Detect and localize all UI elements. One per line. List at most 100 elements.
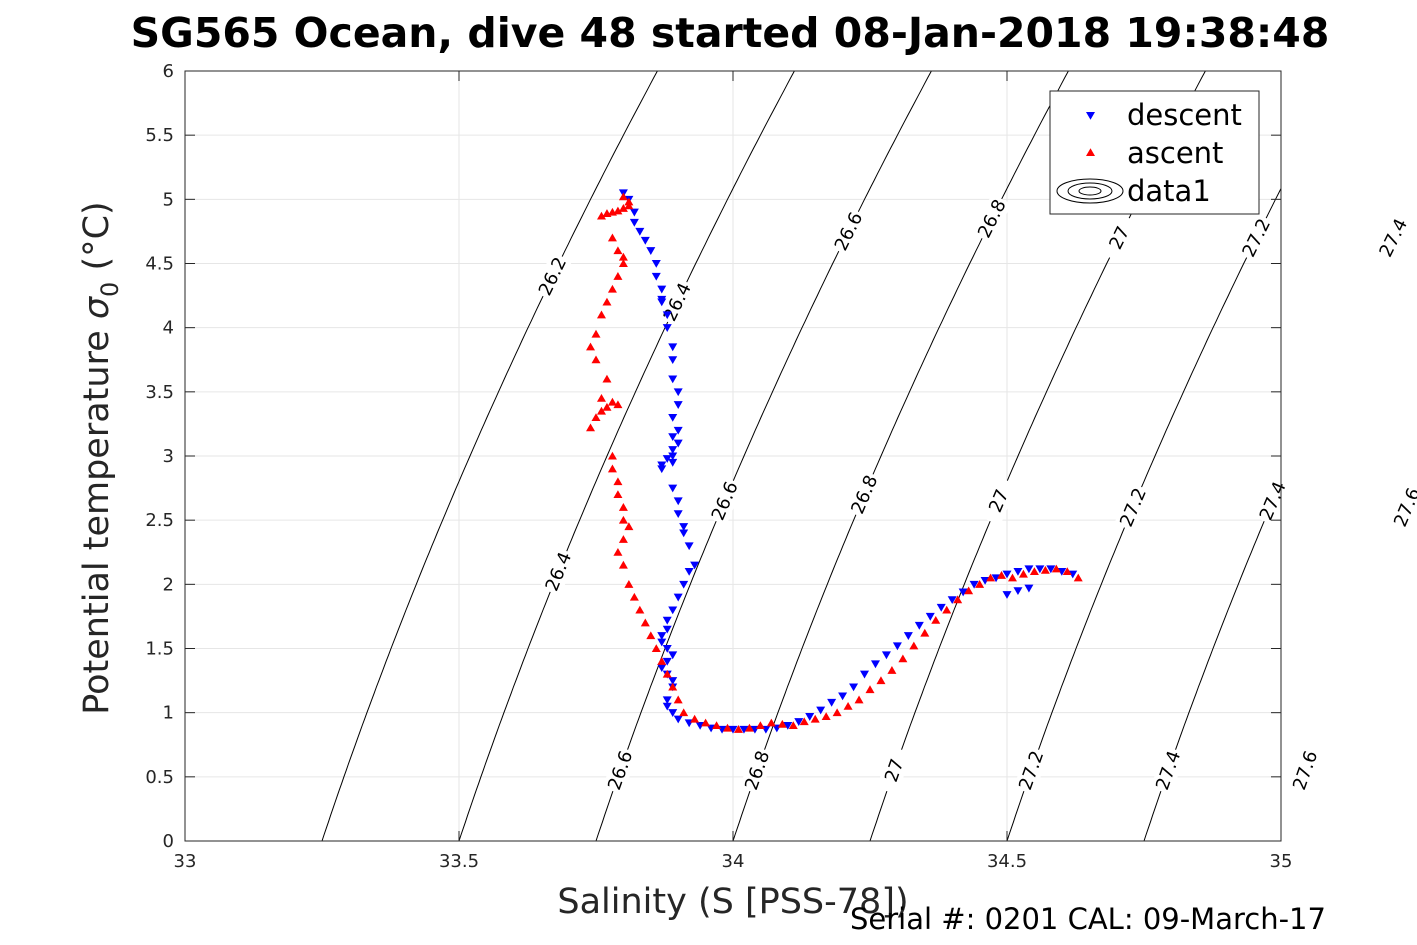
ascent-point [799,717,809,726]
ascent-point [887,666,897,674]
ascent-point [1062,567,1072,575]
ascent-point [624,201,634,210]
descent-point [673,388,683,397]
ascent-point [629,592,639,601]
ascent-point [832,708,842,717]
contour-label: 27.6 [1287,745,1323,795]
ascent-point [640,618,650,627]
y-axis-label: Potential temperature σ0 (°C) [77,201,124,714]
ascent-point [1051,564,1061,573]
legend-descent-label: descent [1127,98,1242,132]
ascent-point [909,641,919,650]
ascent-point [607,284,617,293]
descent-point [690,561,700,570]
y-tick-label: 5 [163,189,174,210]
descent-point [668,446,678,454]
ascent-point [810,714,820,723]
descent-point [827,698,837,707]
legend-box [1049,90,1260,215]
descent-point [881,651,891,660]
descent-point [673,715,683,724]
descent-point [662,324,672,332]
ascent-point [1040,565,1050,574]
grid [184,70,1282,842]
descent-point [673,510,683,519]
ascent-point [920,628,930,637]
descent-point [668,375,678,384]
descent-point [673,401,683,409]
ascent-point [712,721,722,729]
descent-point [668,452,678,461]
descent-point [695,722,705,730]
ascent-point [607,464,617,473]
y-tick-label: 6 [163,61,174,82]
y-tick-label: 4 [163,318,174,339]
ascent-point [657,657,667,665]
descent-point [673,426,683,435]
descent-point [1046,565,1056,574]
ascent-point [766,718,776,727]
y-tick-label: 3.5 [145,382,174,403]
ascent-point [613,400,623,409]
legend-ascent-label: ascent [1127,136,1223,170]
ascent-point [624,522,634,531]
descent-point [816,706,826,715]
y-tick-label: 2.5 [145,510,174,531]
descent-point [662,311,672,320]
ascent-point [602,402,612,411]
descent-point [673,593,683,602]
descent-point [838,692,848,701]
descent-point [662,625,672,634]
descent-point [640,236,650,245]
contour-label: 27.6 [1388,482,1417,532]
descent-point [657,632,667,640]
ascent-point [777,719,787,728]
ascent-point [1029,567,1039,575]
descent-point [969,580,979,589]
ascent-point [607,207,617,216]
ascent-point [591,355,601,364]
footer-serial-cal: Serial #: 0201 CAL: 09-March-17 [850,902,1326,936]
isopycnal-line [1280,839,1281,841]
descent-point [668,651,678,660]
descent-point [657,295,667,304]
legend[interactable]: descent ascent data1 [1049,90,1260,215]
descent-point [805,713,815,721]
ascent-point [673,695,683,704]
ascent-point [1018,569,1028,578]
descent-point [980,576,990,585]
descent-point [668,414,678,422]
ascent-point [624,580,634,588]
ascent-point [788,721,798,729]
descent-point [706,724,716,733]
descent-point [1013,568,1023,576]
descent-point [728,725,738,734]
ascent-point [997,571,1007,579]
descent-point [668,677,678,685]
descent-point [958,588,968,597]
descent-point [651,272,661,281]
ascent-point [635,605,645,614]
ascent-point [618,560,628,569]
contour-label: 27.4 [1373,213,1413,263]
descent-point [668,458,678,467]
ascent-point [618,535,628,543]
ascent-point [596,393,606,402]
y-tick-label: 0 [163,831,174,852]
descent-point [657,638,667,647]
ascent-point [596,310,606,319]
ascent-point [613,246,623,255]
ascent-point [942,605,952,614]
descent-point [1024,565,1034,574]
descent-point [668,433,678,442]
ascent-point [596,406,606,415]
descent-point [668,343,678,352]
descent-point [892,642,902,651]
ascent-point [602,374,612,383]
svg-text:27.6: 27.6 [1289,748,1322,793]
descent-point [668,709,678,717]
legend-data1-label: data1 [1127,174,1211,208]
descent-point [662,702,672,711]
ascent-point [596,211,606,220]
ascent-point [701,718,711,727]
